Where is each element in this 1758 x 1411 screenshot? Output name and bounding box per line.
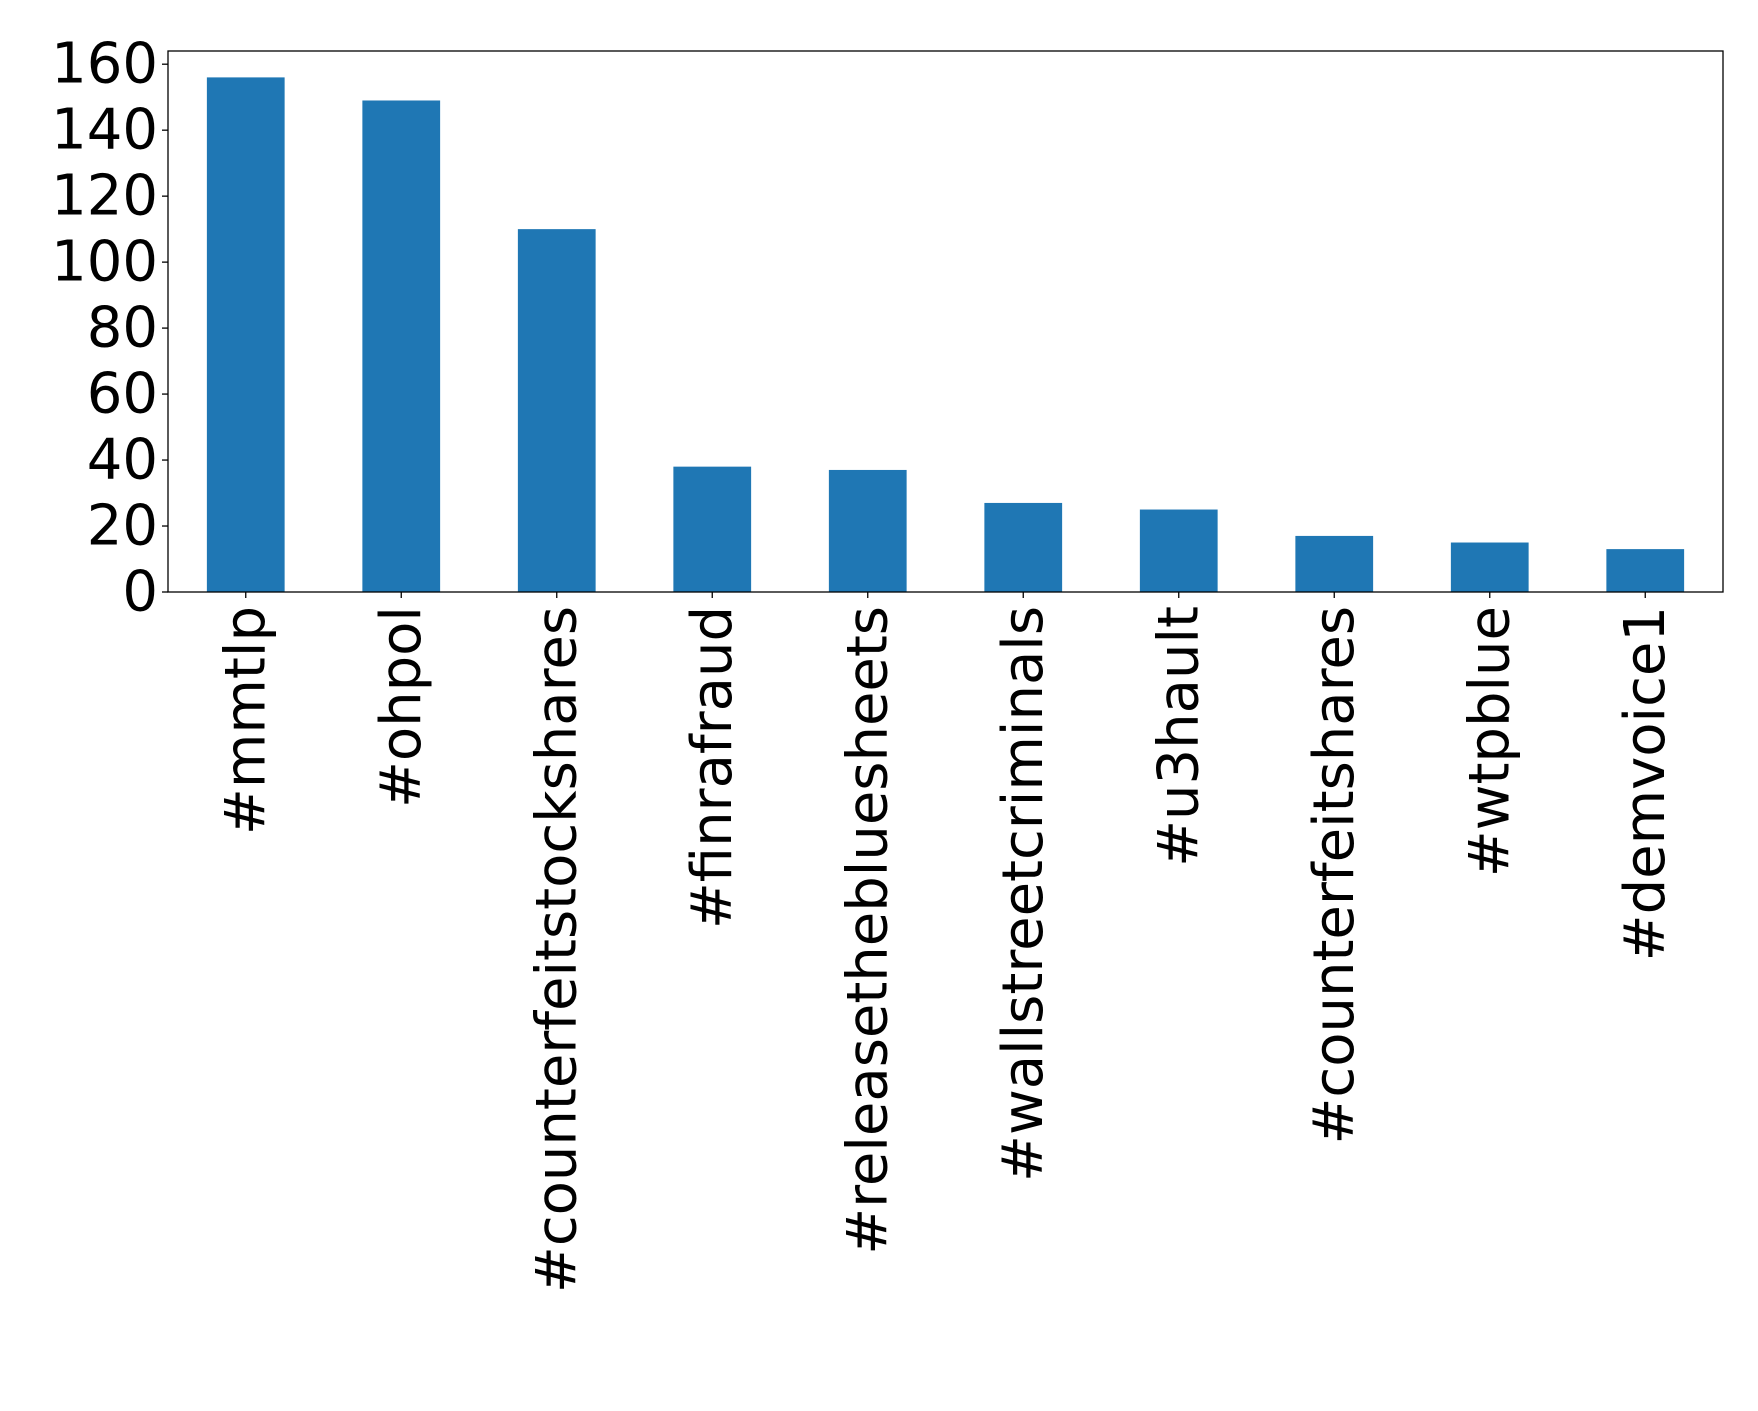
- y-tick-label: 60: [87, 362, 158, 427]
- plot-frame: [167, 50, 1724, 593]
- bar: [673, 466, 752, 592]
- bar: [828, 469, 907, 592]
- x-tick-label: #demvoice1: [1613, 606, 1678, 961]
- bars-group: [206, 77, 1685, 593]
- y-tick-label: 140: [51, 98, 158, 163]
- x-tick-label: #wtpblue: [1457, 606, 1522, 877]
- x-tick-label: #counterfeitstockshares: [524, 606, 589, 1293]
- bar: [1450, 542, 1529, 592]
- bar: [517, 229, 596, 592]
- y-tick-label: 80: [87, 296, 158, 361]
- x-tick-label: #mmtlp: [213, 606, 278, 835]
- x-tick-label: #wallstreetcriminals: [991, 606, 1056, 1182]
- x-tick-label: #finrafraud: [680, 606, 745, 929]
- bar: [1139, 509, 1218, 592]
- y-tick-label: 120: [51, 164, 158, 229]
- y-tick-label: 100: [51, 230, 158, 295]
- x-axis-ticks: #mmtlp #ohpol #counterfeitstockshares #finr…: [213, 592, 1678, 1293]
- x-tick-label: #counterfeitshares: [1302, 606, 1367, 1144]
- y-tick-label: 0: [122, 560, 158, 625]
- x-tick-label: #ohpol: [369, 606, 434, 808]
- bar: [984, 502, 1063, 592]
- x-tick-label: #u3hault: [1146, 606, 1211, 867]
- bar: [206, 77, 285, 592]
- bar: [362, 100, 441, 593]
- bar: [1295, 535, 1374, 592]
- y-tick-label: 20: [87, 494, 158, 559]
- bar: [1606, 549, 1685, 592]
- x-tick-label: #releasethebluesheets: [835, 606, 900, 1255]
- y-tick-label: 40: [87, 428, 158, 493]
- y-tick-label: 160: [51, 32, 158, 97]
